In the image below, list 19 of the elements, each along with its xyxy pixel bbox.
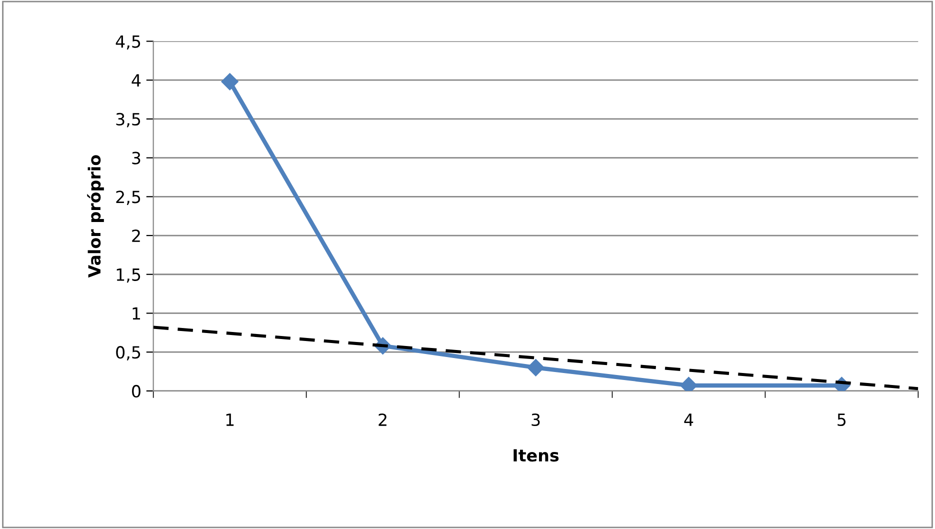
y-tick-label: 0,5 — [116, 346, 140, 360]
point — [221, 73, 238, 90]
y-tick-label: 3 — [132, 152, 140, 164]
y-axis-title: Valor próprio — [87, 155, 104, 278]
x-tick-label: 3 — [532, 413, 540, 426]
x-tick-label: 4 — [684, 414, 694, 426]
y-tick-label: 2 — [132, 229, 140, 242]
x-tick-label: 1 — [226, 414, 234, 426]
y-tick-label: 1 — [132, 307, 140, 320]
x-tick-label: 5 — [838, 414, 846, 426]
x-tick-label: 2 — [378, 413, 386, 426]
y-tick-label: 4,5 — [116, 35, 140, 50]
y-tick-label: 0 — [132, 384, 140, 398]
x-axis-title: Itens — [514, 449, 559, 462]
y-tick-label: 4 — [132, 74, 141, 86]
point — [527, 359, 544, 376]
y-tick-label: 3,5 — [116, 112, 140, 128]
y-tick-label: 2,5 — [116, 190, 140, 205]
y-tick-label: 1,5 — [116, 268, 140, 283]
